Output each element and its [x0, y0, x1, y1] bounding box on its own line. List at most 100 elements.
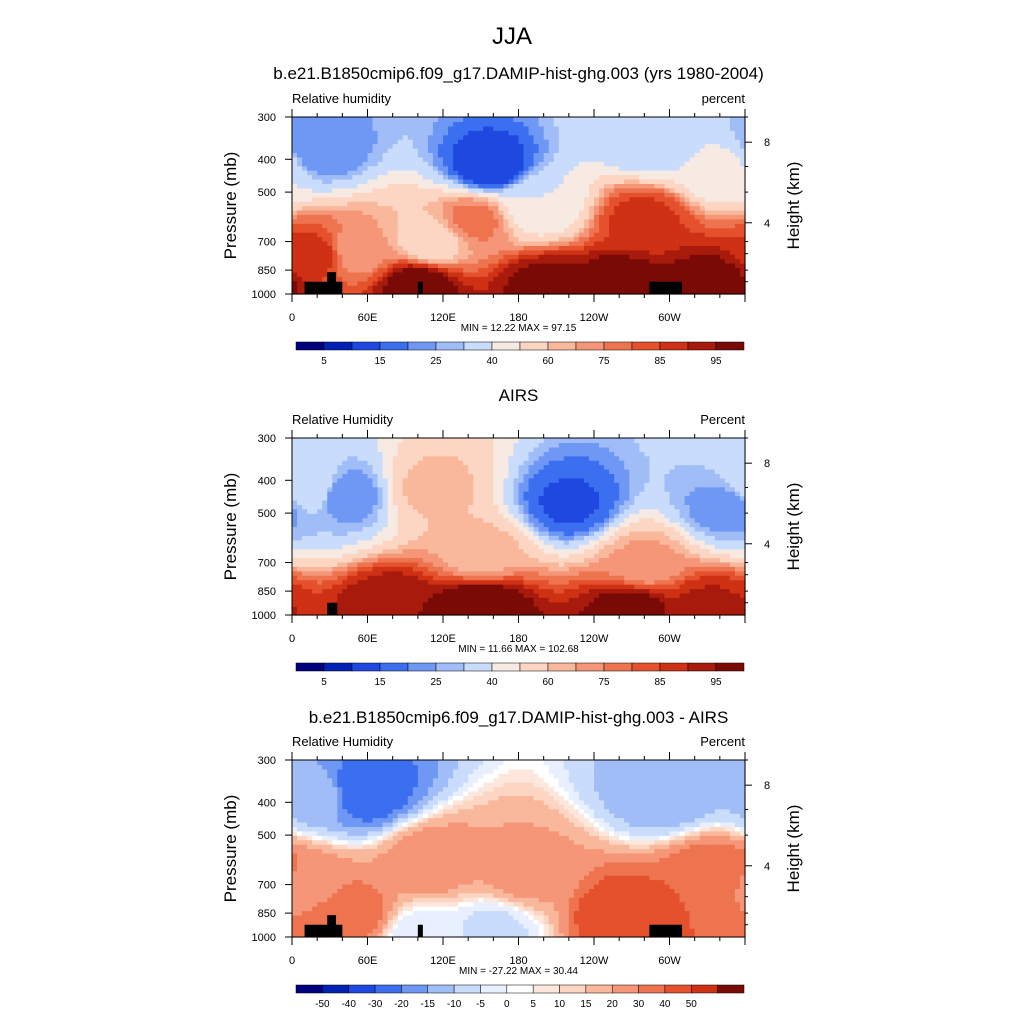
heatmap-cell — [337, 165, 343, 171]
heatmap-cell — [553, 579, 560, 585]
heatmap-cell — [704, 232, 711, 238]
heatmap-cell — [533, 117, 540, 123]
heatmap-cell — [453, 152, 459, 158]
colorbar-swatch — [575, 341, 605, 351]
heatmap-cell — [402, 209, 409, 215]
heatmap-cell — [357, 271, 364, 277]
heatmap-cell — [312, 245, 318, 251]
heatmap-cell — [528, 254, 535, 260]
heatmap-cell — [397, 201, 404, 207]
heatmap-cell — [719, 147, 726, 153]
heatmap-cell — [639, 561, 645, 567]
heatmap-cell — [679, 170, 686, 176]
heatmap-cell — [699, 249, 706, 255]
heatmap-cell — [508, 209, 515, 215]
heatmap-cell — [538, 165, 545, 171]
heatmap-cell — [699, 161, 706, 167]
heatmap-cell — [644, 139, 650, 145]
heatmap-cell — [609, 139, 615, 145]
heatmap-cell — [553, 165, 560, 171]
heatmap-cell — [528, 285, 535, 291]
heatmap-cell — [387, 236, 394, 242]
heatmap-cell — [568, 240, 575, 246]
heatmap-cell — [588, 209, 595, 215]
heatmap-cell — [448, 178, 454, 184]
heatmap-cell — [342, 192, 348, 198]
heatmap-cell — [463, 579, 469, 585]
heatmap-cell — [397, 187, 404, 193]
heatmap-cell — [473, 584, 479, 590]
heatmap-cell — [387, 588, 394, 594]
heatmap-cell — [382, 610, 389, 616]
heatmap-cell — [317, 161, 323, 167]
heatmap-cell — [624, 218, 630, 224]
heatmap-cell — [463, 183, 469, 189]
heatmap-cell — [563, 610, 570, 616]
heatmap-cell — [649, 579, 655, 585]
heatmap-cell — [432, 223, 439, 229]
heatmap-cell — [322, 223, 328, 229]
heatmap-cell — [624, 139, 630, 145]
heatmap-cell — [327, 121, 333, 127]
heatmap-cell — [533, 584, 540, 590]
heatmap-cell — [563, 134, 570, 140]
heatmap-cell — [684, 232, 691, 238]
heatmap-cell — [523, 178, 530, 184]
heatmap-cell — [599, 214, 605, 220]
heatmap-cell — [422, 147, 429, 153]
heatmap-cell — [312, 152, 318, 158]
heatmap-cell — [352, 601, 359, 607]
heatmap-cell — [568, 267, 575, 273]
heatmap-cell — [729, 209, 736, 215]
heatmap-cell — [548, 606, 555, 612]
heatmap-cell — [689, 209, 696, 215]
heatmap-cell — [543, 139, 550, 145]
heatmap-cell — [634, 143, 640, 149]
heatmap-cell — [604, 139, 610, 145]
heatmap-cell — [604, 263, 610, 269]
heatmap-cell — [654, 592, 661, 598]
heatmap-cell — [412, 285, 419, 291]
heatmap-cell — [317, 606, 323, 612]
heatmap-cell — [729, 579, 736, 585]
heatmap-cell — [312, 557, 318, 563]
heatmap-cell — [458, 280, 464, 286]
heatmap-cell — [327, 249, 333, 255]
heatmap-cell — [724, 165, 731, 171]
heatmap-cell — [689, 165, 696, 171]
heatmap-cell — [553, 121, 560, 127]
heatmap-cell — [699, 125, 706, 131]
heatmap-cell — [478, 570, 484, 576]
heatmap-cell — [302, 143, 308, 149]
heatmap-cell — [503, 170, 510, 176]
heatmap-cell — [523, 236, 530, 242]
heatmap-cell — [684, 143, 691, 149]
heatmap-cell — [483, 240, 489, 246]
heatmap-cell — [478, 147, 484, 153]
heatmap-cell — [377, 592, 384, 598]
heatmap-cell — [443, 117, 449, 123]
heatmap-cell — [372, 139, 379, 145]
heatmap-cell — [362, 214, 369, 220]
heatmap-cell — [362, 183, 369, 189]
heatmap-cell — [468, 192, 474, 198]
heatmap-cell — [437, 553, 444, 559]
heatmap-cell — [387, 143, 394, 149]
heatmap-cell — [443, 584, 449, 590]
heatmap-cell — [614, 147, 620, 153]
heatmap-cell — [609, 121, 615, 127]
heatmap-cell — [588, 117, 595, 123]
heatmap-cell — [513, 276, 520, 282]
heatmap-cell — [528, 258, 535, 264]
heatmap-cell — [699, 263, 706, 269]
heatmap-cell — [448, 214, 454, 220]
heatmap-cell — [317, 139, 323, 145]
heatmap-cell — [654, 236, 661, 242]
heatmap-cell — [649, 174, 655, 180]
heatmap-cell — [377, 566, 384, 572]
heatmap-cell — [523, 187, 530, 193]
heatmap-cell — [704, 147, 711, 153]
heatmap-cell — [619, 566, 625, 572]
heatmap-cell — [508, 271, 515, 277]
